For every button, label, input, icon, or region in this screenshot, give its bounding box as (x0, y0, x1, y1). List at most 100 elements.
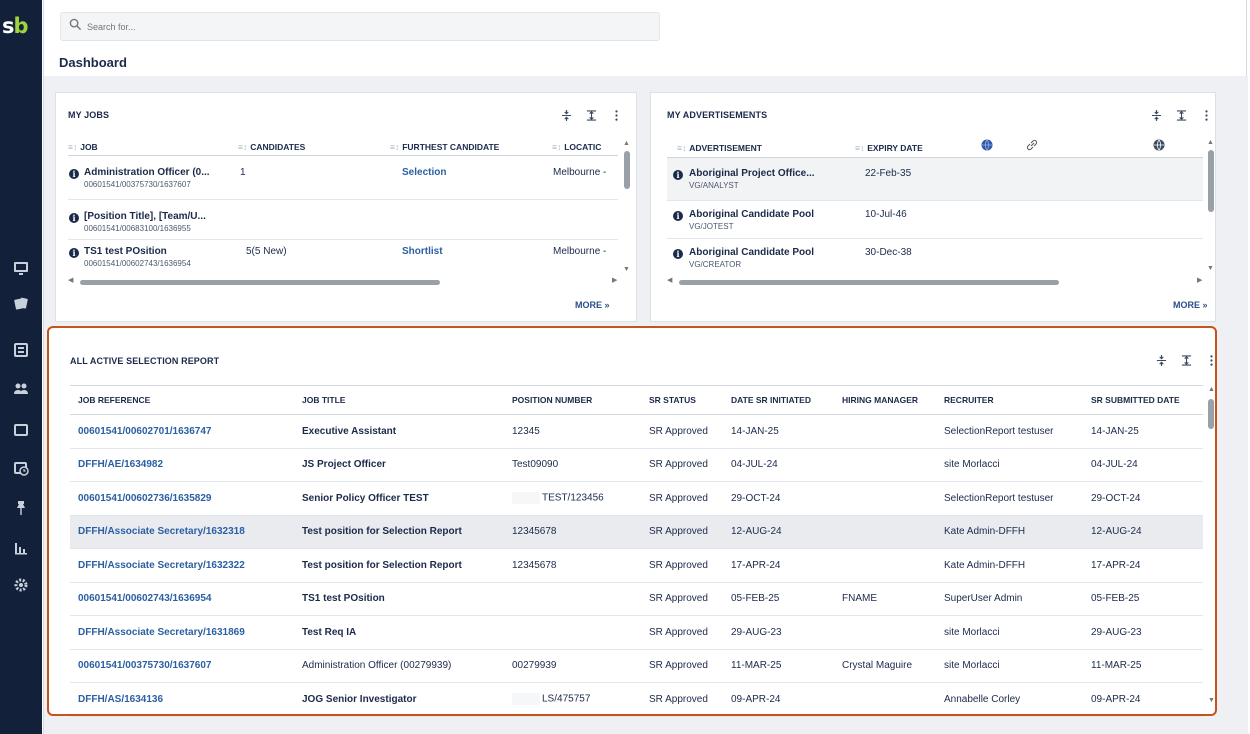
scroll-left-arrow[interactable]: ◀ (68, 277, 74, 284)
table-row[interactable]: DFFH/Associate Secretary/1632318 Test po… (70, 515, 1203, 549)
job-reference[interactable]: DFFH/Associate Secretary/1631869 (70, 615, 294, 650)
job-furthest[interactable]: Selection (402, 167, 447, 178)
col-furthest-candidate[interactable]: ≡↕ FURTHEST CANDIDATE (390, 142, 500, 152)
folders-icon[interactable] (9, 418, 33, 442)
newspaper-icon[interactable] (9, 338, 33, 362)
scroll-right-arrow[interactable]: ▶ (612, 277, 618, 284)
scroll-right-arrow[interactable]: ▶ (1197, 277, 1203, 284)
scroll-up-arrow[interactable]: ▲ (1208, 386, 1215, 393)
vertical-scrollbar[interactable] (1208, 150, 1214, 212)
more-options-icon[interactable] (1206, 353, 1217, 371)
ad-title[interactable]: Aboriginal Candidate Pool (689, 209, 815, 220)
more-options-icon[interactable] (1201, 108, 1212, 126)
gear-icon[interactable] (9, 573, 33, 597)
info-icon[interactable]: i (673, 170, 683, 180)
pin-icon[interactable] (9, 496, 33, 520)
vertical-scrollbar[interactable] (624, 151, 630, 189)
job-reference[interactable]: DFFH/AE/1634982 (70, 448, 294, 482)
scroll-up-arrow[interactable]: ▲ (1207, 139, 1214, 146)
info-icon[interactable]: i (673, 249, 683, 259)
cards-icon[interactable] (9, 291, 33, 315)
monitor-icon[interactable] (9, 256, 33, 280)
ad-title[interactable]: Aboriginal Project Office... (689, 168, 815, 179)
link-icon[interactable] (1026, 138, 1038, 156)
job-title[interactable]: [Position Title], [Team/U... (84, 211, 206, 222)
table-row[interactable]: DFFH/Associate Secretary/1631869 Test Re… (70, 615, 1203, 650)
calendar-clock-icon[interactable] (9, 456, 33, 480)
table-row[interactable]: 00601541/00602743/1636954 TS1 test POsit… (70, 582, 1203, 616)
recruiter: site Morlacci (936, 448, 1083, 482)
sr-submitted-date: 17-APR-24 (1083, 548, 1203, 583)
my-jobs-more-link[interactable]: MORE » (575, 300, 610, 310)
globe-icon[interactable] (1153, 138, 1165, 156)
col-position-number[interactable]: POSITION NUMBER (504, 385, 641, 415)
job-reference[interactable]: 00601541/00602736/1635829 (70, 481, 294, 516)
expand-icon[interactable] (586, 108, 597, 126)
scroll-down-arrow[interactable]: ▼ (1207, 265, 1214, 272)
col-expiry-date[interactable]: ≡↕ EXPIRY DATE (855, 143, 923, 153)
people-icon[interactable] (9, 377, 33, 401)
scroll-down-arrow[interactable]: ▼ (623, 266, 630, 273)
job-reference[interactable]: DFFH/Associate Secretary/1632318 (70, 515, 294, 549)
col-sr-submitted-date[interactable]: SR SUBMITTED DATE (1083, 385, 1203, 415)
search-input[interactable] (87, 21, 627, 32)
col-location[interactable]: ≡↕ LOCATIC (552, 142, 602, 152)
info-icon[interactable]: i (69, 213, 79, 223)
horizontal-scrollbar[interactable] (679, 280, 1059, 285)
job-candidates[interactable]: 5(5 New) (246, 246, 287, 257)
search-icon (69, 18, 82, 36)
ad-title[interactable]: Aboriginal Candidate Pool (689, 247, 815, 258)
scroll-up-arrow[interactable]: ▲ (623, 140, 630, 147)
globe-blue-icon[interactable] (981, 138, 993, 156)
sr-status: SR Approved (641, 548, 723, 583)
table-row[interactable]: 00601541/00375730/1637607 Administration… (70, 649, 1203, 683)
job-furthest[interactable]: Shortlist (402, 246, 443, 257)
job-title[interactable]: TS1 test POsition (84, 246, 167, 257)
col-candidates[interactable]: ≡↕ CANDIDATES (238, 142, 306, 152)
job-reference[interactable]: 00601541/00375730/1637607 (70, 649, 294, 683)
table-row[interactable]: DFFH/AS/1634136 JOG Senior Investigator … (70, 682, 1203, 717)
recruiter: SelectionReport testuser (936, 414, 1083, 449)
collapse-icon[interactable] (1156, 353, 1167, 371)
collapse-icon[interactable] (1151, 108, 1162, 126)
horizontal-scrollbar[interactable] (80, 280, 440, 285)
table-row[interactable]: 00601541/00602736/1635829 Senior Policy … (70, 481, 1203, 516)
col-hiring-manager[interactable]: HIRING MANAGER (834, 385, 936, 415)
table-row[interactable]: DFFH/AE/1634982 JS Project Officer Test0… (70, 448, 1203, 482)
my-ads-more-link[interactable]: MORE » (1173, 300, 1208, 310)
info-icon[interactable]: i (69, 169, 79, 179)
scroll-left-arrow[interactable]: ◀ (667, 277, 673, 284)
expand-icon[interactable] (1181, 353, 1192, 371)
table-row[interactable]: 00601541/00602701/1636747 Executive Assi… (70, 414, 1203, 449)
col-job-title[interactable]: JOB TITLE (294, 385, 504, 415)
job-reference[interactable]: DFFH/AS/1634136 (70, 682, 294, 717)
info-icon[interactable]: i (69, 248, 79, 258)
expand-icon[interactable] (1176, 108, 1187, 126)
vertical-scrollbar[interactable] (1208, 399, 1214, 429)
job-reference[interactable]: 00601541/00602701/1636747 (70, 414, 294, 449)
job-title[interactable]: Administration Officer (0... (84, 167, 210, 178)
table-row[interactable]: DFFH/Associate Secretary/1632322 Test po… (70, 548, 1203, 583)
job-candidates[interactable]: 1 (240, 167, 246, 178)
col-date-sr-initiated[interactable]: DATE SR INITIATED (723, 385, 834, 415)
job-reference[interactable]: DFFH/Associate Secretary/1632322 (70, 548, 294, 583)
date-sr-initiated: 09-APR-24 (723, 682, 834, 717)
col-recruiter[interactable]: RECRUITER (936, 385, 1083, 415)
app-logo[interactable]: sb (2, 14, 29, 38)
scroll-down-arrow[interactable]: ▼ (1208, 697, 1215, 704)
report-vertical-scroll-track[interactable]: ▲ ▼ (1207, 385, 1216, 705)
bar-chart-icon[interactable] (9, 536, 33, 560)
search-bar[interactable] (60, 12, 660, 41)
position-number: 12345678 (504, 515, 641, 549)
col-sr-status[interactable]: SR STATUS (641, 385, 723, 415)
sr-submitted-date: 11-MAR-25 (1083, 649, 1203, 683)
job-title: Senior Policy Officer TEST (294, 481, 504, 516)
info-icon[interactable]: i (673, 211, 683, 221)
col-job[interactable]: ≡↕ JOB (68, 142, 98, 152)
col-job-reference[interactable]: JOB REFERENCE (70, 385, 294, 415)
col-advertisement[interactable]: ≡↕ ADVERTISEMENT (677, 143, 762, 153)
job-reference[interactable]: 00601541/00602743/1636954 (70, 582, 294, 616)
collapse-icon[interactable] (561, 108, 572, 126)
more-options-icon[interactable] (611, 108, 622, 126)
position-number: 12345678 (504, 548, 641, 583)
